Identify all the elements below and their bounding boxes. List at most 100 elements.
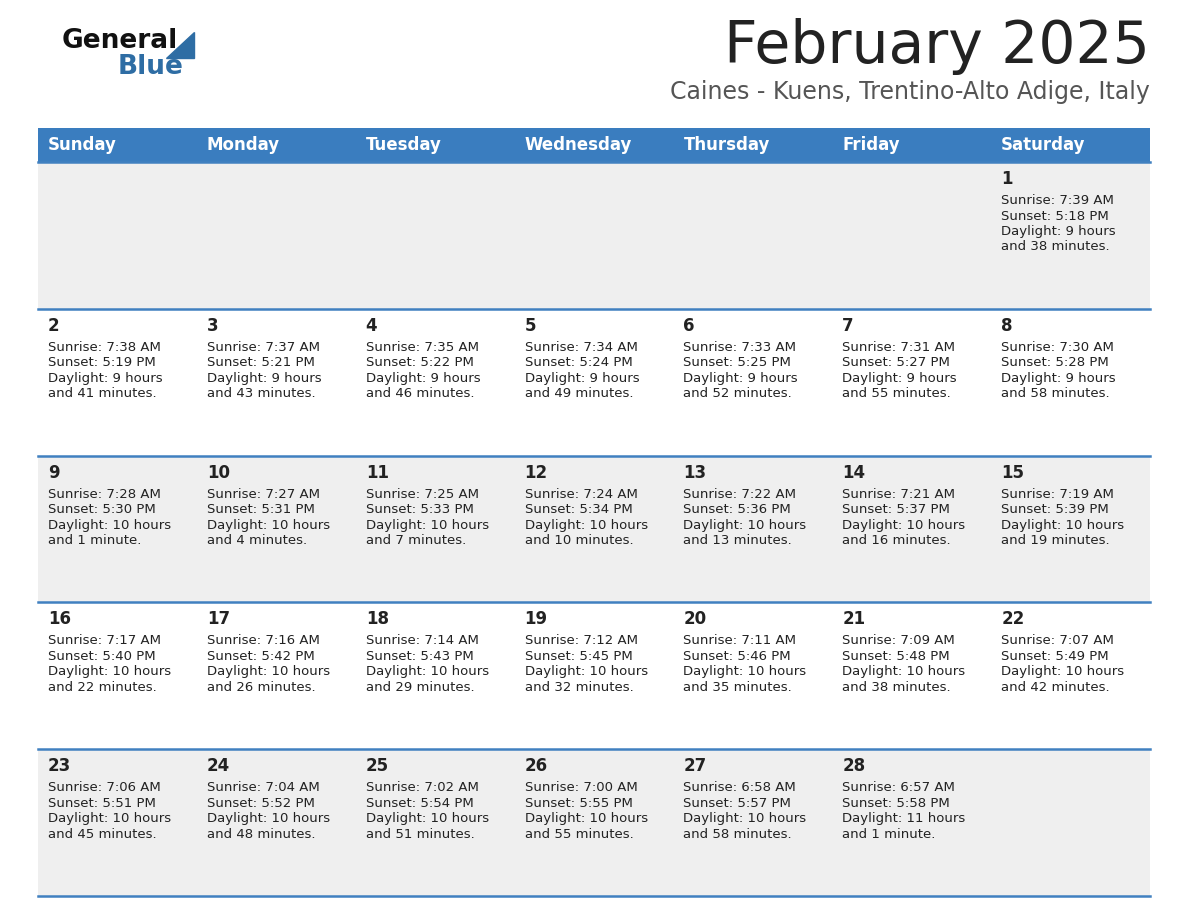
Text: 14: 14 xyxy=(842,464,865,482)
Text: and 48 minutes.: and 48 minutes. xyxy=(207,828,315,841)
Text: and 55 minutes.: and 55 minutes. xyxy=(842,387,952,400)
Text: and 43 minutes.: and 43 minutes. xyxy=(207,387,316,400)
Text: Sunrise: 7:11 AM: Sunrise: 7:11 AM xyxy=(683,634,796,647)
Text: Daylight: 10 hours: Daylight: 10 hours xyxy=(683,519,807,532)
Text: Caines - Kuens, Trentino-Alto Adige, Italy: Caines - Kuens, Trentino-Alto Adige, Ita… xyxy=(670,80,1150,104)
Text: Sunrise: 7:24 AM: Sunrise: 7:24 AM xyxy=(525,487,638,500)
Text: and 16 minutes.: and 16 minutes. xyxy=(842,534,950,547)
Text: and 10 minutes.: and 10 minutes. xyxy=(525,534,633,547)
Text: Thursday: Thursday xyxy=(683,136,770,154)
Bar xyxy=(355,128,514,162)
Text: Sunrise: 7:21 AM: Sunrise: 7:21 AM xyxy=(842,487,955,500)
Text: General: General xyxy=(62,28,178,54)
Text: Sunrise: 7:07 AM: Sunrise: 7:07 AM xyxy=(1001,634,1114,647)
Text: and 38 minutes.: and 38 minutes. xyxy=(1001,241,1110,253)
Text: 9: 9 xyxy=(48,464,59,482)
Text: Sunrise: 7:14 AM: Sunrise: 7:14 AM xyxy=(366,634,479,647)
Text: 25: 25 xyxy=(366,757,388,775)
Text: Sunset: 5:49 PM: Sunset: 5:49 PM xyxy=(1001,650,1108,663)
Text: Sunrise: 7:00 AM: Sunrise: 7:00 AM xyxy=(525,781,637,794)
Text: and 7 minutes.: and 7 minutes. xyxy=(366,534,466,547)
Text: Daylight: 10 hours: Daylight: 10 hours xyxy=(525,519,647,532)
Text: 18: 18 xyxy=(366,610,388,629)
Text: Daylight: 9 hours: Daylight: 9 hours xyxy=(525,372,639,385)
Text: Friday: Friday xyxy=(842,136,901,154)
Text: Sunrise: 7:38 AM: Sunrise: 7:38 AM xyxy=(48,341,160,353)
Text: Sunrise: 7:12 AM: Sunrise: 7:12 AM xyxy=(525,634,638,647)
Text: and 1 minute.: and 1 minute. xyxy=(48,534,141,547)
Text: Daylight: 9 hours: Daylight: 9 hours xyxy=(1001,225,1116,238)
Bar xyxy=(833,128,991,162)
Text: 7: 7 xyxy=(842,317,854,335)
Text: Daylight: 10 hours: Daylight: 10 hours xyxy=(683,812,807,825)
Text: Sunset: 5:42 PM: Sunset: 5:42 PM xyxy=(207,650,315,663)
Text: and 52 minutes.: and 52 minutes. xyxy=(683,387,792,400)
Text: and 29 minutes.: and 29 minutes. xyxy=(366,681,474,694)
Text: 19: 19 xyxy=(525,610,548,629)
Text: 22: 22 xyxy=(1001,610,1024,629)
Text: Sunday: Sunday xyxy=(48,136,116,154)
Text: Daylight: 10 hours: Daylight: 10 hours xyxy=(207,666,330,678)
Text: Sunrise: 7:25 AM: Sunrise: 7:25 AM xyxy=(366,487,479,500)
Text: Sunrise: 7:37 AM: Sunrise: 7:37 AM xyxy=(207,341,320,353)
Text: Sunset: 5:52 PM: Sunset: 5:52 PM xyxy=(207,797,315,810)
Text: Daylight: 10 hours: Daylight: 10 hours xyxy=(48,812,171,825)
Text: and 58 minutes.: and 58 minutes. xyxy=(683,828,792,841)
Text: Sunset: 5:58 PM: Sunset: 5:58 PM xyxy=(842,797,950,810)
Text: 8: 8 xyxy=(1001,317,1012,335)
Text: Wednesday: Wednesday xyxy=(525,136,632,154)
Text: 16: 16 xyxy=(48,610,71,629)
Text: Sunrise: 6:57 AM: Sunrise: 6:57 AM xyxy=(842,781,955,794)
Text: 3: 3 xyxy=(207,317,219,335)
Text: and 22 minutes.: and 22 minutes. xyxy=(48,681,157,694)
Text: Sunset: 5:27 PM: Sunset: 5:27 PM xyxy=(842,356,950,369)
Text: Sunset: 5:55 PM: Sunset: 5:55 PM xyxy=(525,797,632,810)
Text: Sunrise: 6:58 AM: Sunrise: 6:58 AM xyxy=(683,781,796,794)
Text: 1: 1 xyxy=(1001,170,1012,188)
Bar xyxy=(38,602,1150,749)
Text: Sunset: 5:31 PM: Sunset: 5:31 PM xyxy=(207,503,315,516)
Text: Sunset: 5:21 PM: Sunset: 5:21 PM xyxy=(207,356,315,369)
Text: Sunset: 5:54 PM: Sunset: 5:54 PM xyxy=(366,797,474,810)
Text: Daylight: 10 hours: Daylight: 10 hours xyxy=(842,666,966,678)
Text: Sunrise: 7:09 AM: Sunrise: 7:09 AM xyxy=(842,634,955,647)
Text: Daylight: 9 hours: Daylight: 9 hours xyxy=(48,372,163,385)
Text: and 42 minutes.: and 42 minutes. xyxy=(1001,681,1110,694)
Text: and 41 minutes.: and 41 minutes. xyxy=(48,387,157,400)
Text: Daylight: 10 hours: Daylight: 10 hours xyxy=(683,666,807,678)
Text: Sunset: 5:46 PM: Sunset: 5:46 PM xyxy=(683,650,791,663)
Text: Sunrise: 7:34 AM: Sunrise: 7:34 AM xyxy=(525,341,638,353)
Text: and 58 minutes.: and 58 minutes. xyxy=(1001,387,1110,400)
Text: Sunset: 5:51 PM: Sunset: 5:51 PM xyxy=(48,797,156,810)
Text: 24: 24 xyxy=(207,757,230,775)
Text: 17: 17 xyxy=(207,610,230,629)
Text: Blue: Blue xyxy=(118,54,184,80)
Text: 5: 5 xyxy=(525,317,536,335)
Bar xyxy=(38,128,197,162)
Text: Monday: Monday xyxy=(207,136,280,154)
Text: Daylight: 10 hours: Daylight: 10 hours xyxy=(48,519,171,532)
Text: and 1 minute.: and 1 minute. xyxy=(842,828,936,841)
Text: Sunrise: 7:27 AM: Sunrise: 7:27 AM xyxy=(207,487,320,500)
Text: 11: 11 xyxy=(366,464,388,482)
Text: Daylight: 9 hours: Daylight: 9 hours xyxy=(207,372,322,385)
Polygon shape xyxy=(166,32,194,58)
Text: Sunset: 5:25 PM: Sunset: 5:25 PM xyxy=(683,356,791,369)
Text: Sunset: 5:36 PM: Sunset: 5:36 PM xyxy=(683,503,791,516)
Text: 2: 2 xyxy=(48,317,59,335)
Text: 27: 27 xyxy=(683,757,707,775)
Text: Sunset: 5:57 PM: Sunset: 5:57 PM xyxy=(683,797,791,810)
Text: Sunrise: 7:35 AM: Sunrise: 7:35 AM xyxy=(366,341,479,353)
Text: and 49 minutes.: and 49 minutes. xyxy=(525,387,633,400)
Bar xyxy=(197,128,355,162)
Text: Sunset: 5:40 PM: Sunset: 5:40 PM xyxy=(48,650,156,663)
Text: 28: 28 xyxy=(842,757,865,775)
Text: Sunrise: 7:02 AM: Sunrise: 7:02 AM xyxy=(366,781,479,794)
Text: Daylight: 10 hours: Daylight: 10 hours xyxy=(48,666,171,678)
Bar xyxy=(38,749,1150,896)
Text: Daylight: 10 hours: Daylight: 10 hours xyxy=(366,519,488,532)
Text: Daylight: 10 hours: Daylight: 10 hours xyxy=(366,666,488,678)
Text: and 19 minutes.: and 19 minutes. xyxy=(1001,534,1110,547)
Text: Sunrise: 7:31 AM: Sunrise: 7:31 AM xyxy=(842,341,955,353)
Text: Sunset: 5:48 PM: Sunset: 5:48 PM xyxy=(842,650,950,663)
